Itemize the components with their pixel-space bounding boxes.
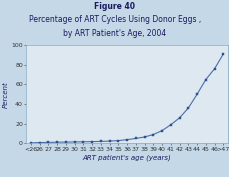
- Y-axis label: Percent: Percent: [3, 81, 9, 108]
- Text: by ART Patient's Age, 2004: by ART Patient's Age, 2004: [63, 29, 166, 38]
- Text: Percentage of ART Cycles Using Donor Eggs ,: Percentage of ART Cycles Using Donor Egg…: [29, 15, 200, 24]
- X-axis label: ART patient's age (years): ART patient's age (years): [82, 154, 171, 161]
- Text: Figure 40: Figure 40: [94, 2, 135, 11]
